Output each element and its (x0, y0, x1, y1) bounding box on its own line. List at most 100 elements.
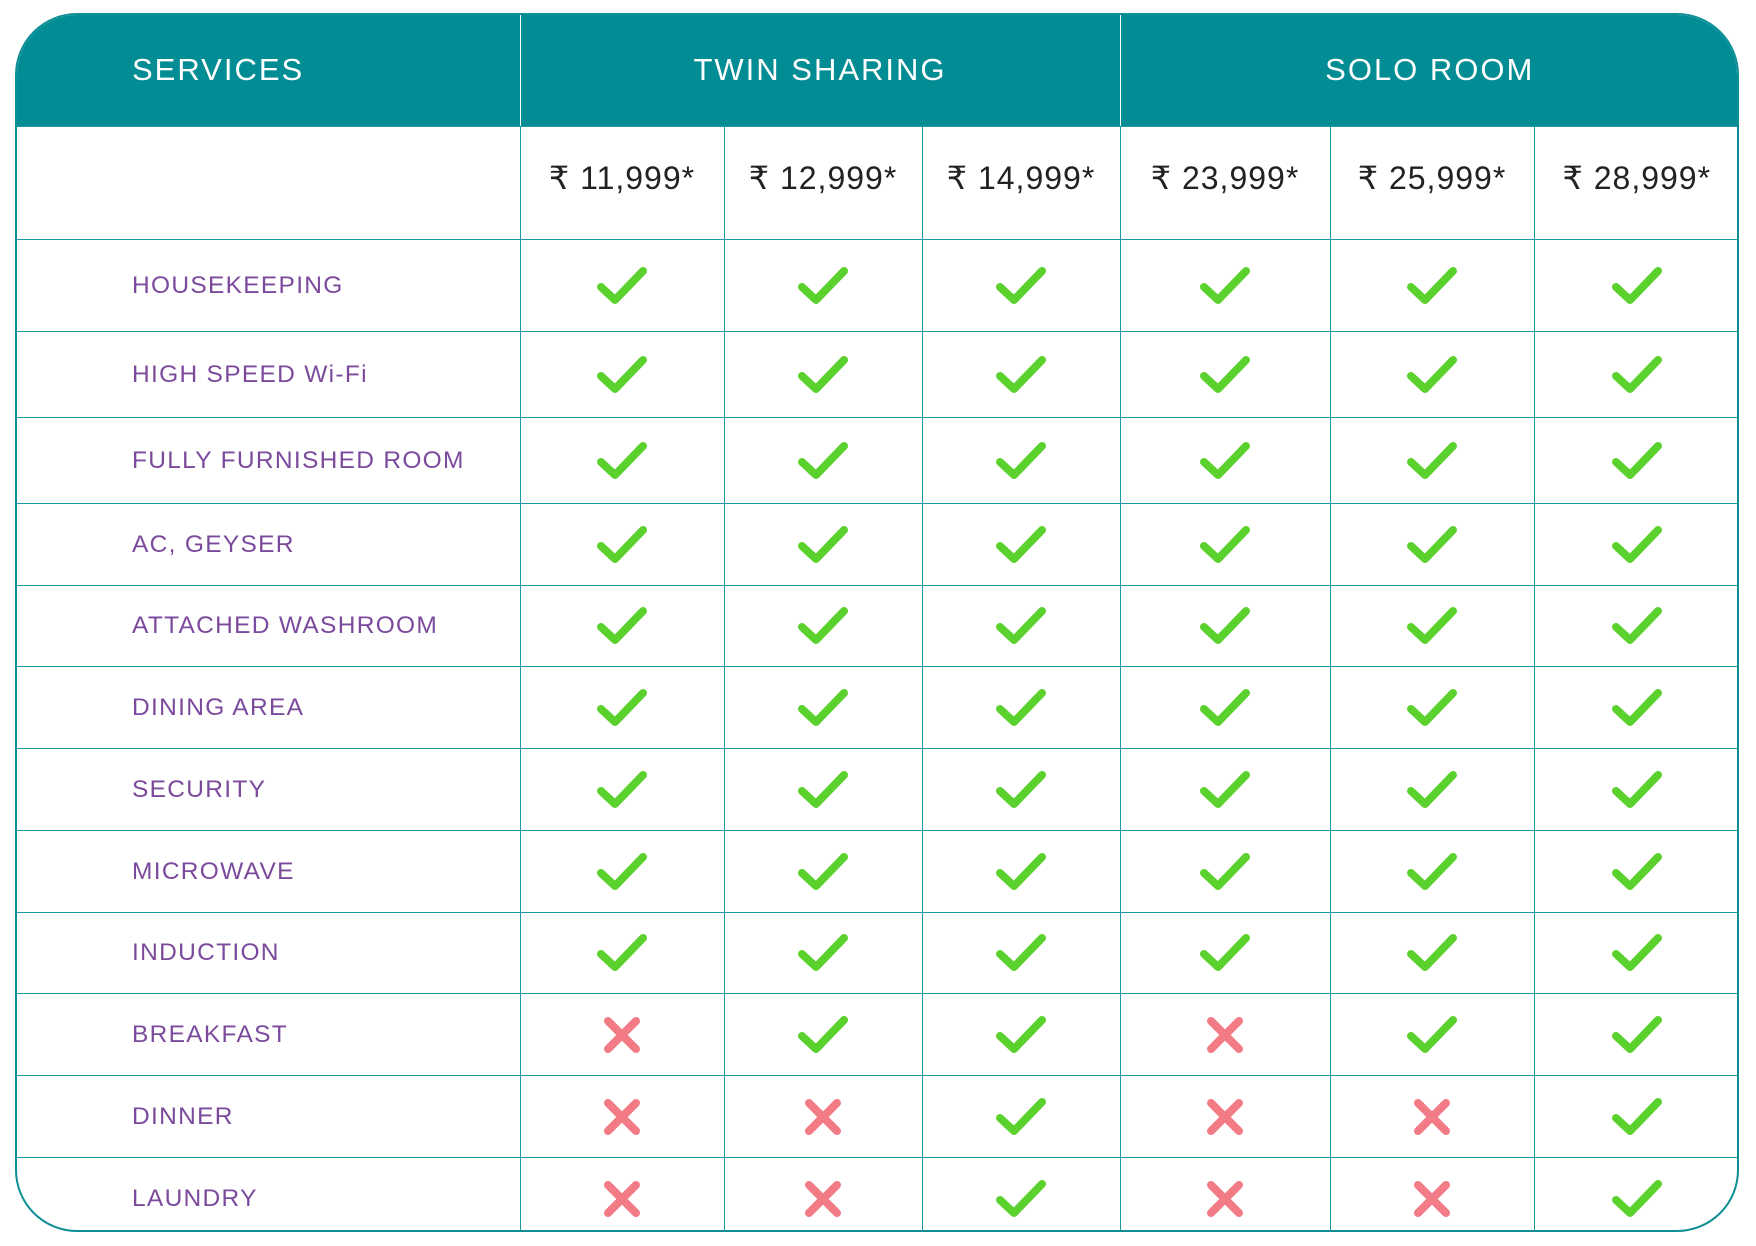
service-label: SECURITY (17, 748, 521, 831)
check-icon (1611, 265, 1663, 307)
availability-cell (519, 585, 725, 667)
availability-cell (921, 1075, 1121, 1158)
cross-icon (1412, 1179, 1452, 1219)
service-row: ATTACHED WASHROOM (17, 585, 1737, 667)
check-icon (797, 687, 849, 729)
check-icon (596, 354, 648, 396)
service-row: AC, GEYSER (17, 503, 1737, 586)
check-icon (1611, 605, 1663, 647)
availability-cell (723, 1157, 923, 1230)
availability-cell (723, 239, 923, 332)
solo-room-header: SOLO ROOM (1119, 15, 1737, 127)
availability-cell (1329, 1075, 1535, 1158)
availability-cell (519, 1075, 725, 1158)
availability-cell (723, 417, 923, 504)
availability-cell (1329, 993, 1535, 1076)
availability-cell (1119, 331, 1331, 418)
availability-cell (921, 912, 1121, 994)
check-icon (995, 932, 1047, 974)
price-cell: ₹ 25,999* (1329, 126, 1535, 240)
service-row: DINNER (17, 1075, 1737, 1158)
check-icon (596, 851, 648, 893)
availability-cell (921, 666, 1121, 749)
service-label: DINING AREA (17, 666, 521, 749)
check-icon (797, 1014, 849, 1056)
availability-cell (723, 993, 923, 1076)
service-label: HOUSEKEEPING (17, 239, 521, 332)
availability-cell (1329, 585, 1535, 667)
availability-cell (1329, 239, 1535, 332)
check-icon (797, 851, 849, 893)
cross-icon (1205, 1179, 1245, 1219)
check-icon (995, 769, 1047, 811)
check-icon (995, 851, 1047, 893)
availability-cell (1533, 239, 1737, 332)
service-row: DINING AREA (17, 666, 1737, 749)
availability-cell (1533, 993, 1737, 1076)
check-icon (1199, 932, 1251, 974)
service-label: MICROWAVE (17, 830, 521, 913)
service-row: MICROWAVE (17, 830, 1737, 913)
service-label: BREAKFAST (17, 993, 521, 1076)
check-icon (797, 265, 849, 307)
availability-cell (1533, 912, 1737, 994)
availability-cell (1329, 1157, 1535, 1230)
check-icon (1199, 440, 1251, 482)
check-icon (995, 1014, 1047, 1056)
check-icon (995, 265, 1047, 307)
service-label: HIGH SPEED Wi-Fi (17, 331, 521, 418)
availability-cell (1533, 503, 1737, 586)
availability-cell (723, 912, 923, 994)
check-icon (1406, 687, 1458, 729)
check-icon (1199, 354, 1251, 396)
availability-cell (1533, 830, 1737, 913)
cross-icon (803, 1097, 843, 1137)
availability-cell (1533, 585, 1737, 667)
availability-cell (723, 830, 923, 913)
check-icon (797, 524, 849, 566)
availability-cell (519, 912, 725, 994)
availability-cell (1329, 748, 1535, 831)
price-cell: ₹ 12,999* (723, 126, 923, 240)
availability-cell (519, 1157, 725, 1230)
pricing-table: SERVICES TWIN SHARING SOLO ROOM ₹ 11,999… (17, 15, 1737, 1230)
availability-cell (1119, 993, 1331, 1076)
price-cell: ₹ 11,999* (519, 126, 725, 240)
check-icon (797, 605, 849, 647)
availability-cell (1119, 585, 1331, 667)
services-column-header: SERVICES (17, 15, 521, 127)
check-icon (1611, 440, 1663, 482)
price-row-label-cell (17, 126, 521, 240)
service-label: DINNER (17, 1075, 521, 1158)
availability-cell (723, 1075, 923, 1158)
service-row: FULLY FURNISHED ROOM (17, 417, 1737, 504)
price-cell: ₹ 14,999* (921, 126, 1121, 240)
cross-icon (602, 1179, 642, 1219)
cross-icon (1205, 1097, 1245, 1137)
pricing-table-card: SERVICES TWIN SHARING SOLO ROOM ₹ 11,999… (15, 13, 1739, 1232)
availability-cell (1119, 912, 1331, 994)
availability-cell (1119, 1075, 1331, 1158)
check-icon (995, 605, 1047, 647)
availability-cell (723, 585, 923, 667)
service-row: BREAKFAST (17, 993, 1737, 1076)
service-label: AC, GEYSER (17, 503, 521, 586)
check-icon (596, 265, 648, 307)
check-icon (1406, 440, 1458, 482)
service-row: HIGH SPEED Wi-Fi (17, 331, 1737, 418)
check-icon (1199, 265, 1251, 307)
check-icon (995, 440, 1047, 482)
check-icon (1611, 354, 1663, 396)
availability-cell (1329, 417, 1535, 504)
availability-cell (1533, 1075, 1737, 1158)
availability-cell (1119, 417, 1331, 504)
check-icon (1611, 769, 1663, 811)
check-icon (995, 1178, 1047, 1220)
availability-cell (1533, 331, 1737, 418)
availability-cell (723, 666, 923, 749)
availability-cell (1329, 331, 1535, 418)
check-icon (596, 440, 648, 482)
price-cell: ₹ 28,999* (1533, 126, 1737, 240)
check-icon (995, 1096, 1047, 1138)
availability-cell (1119, 1157, 1331, 1230)
